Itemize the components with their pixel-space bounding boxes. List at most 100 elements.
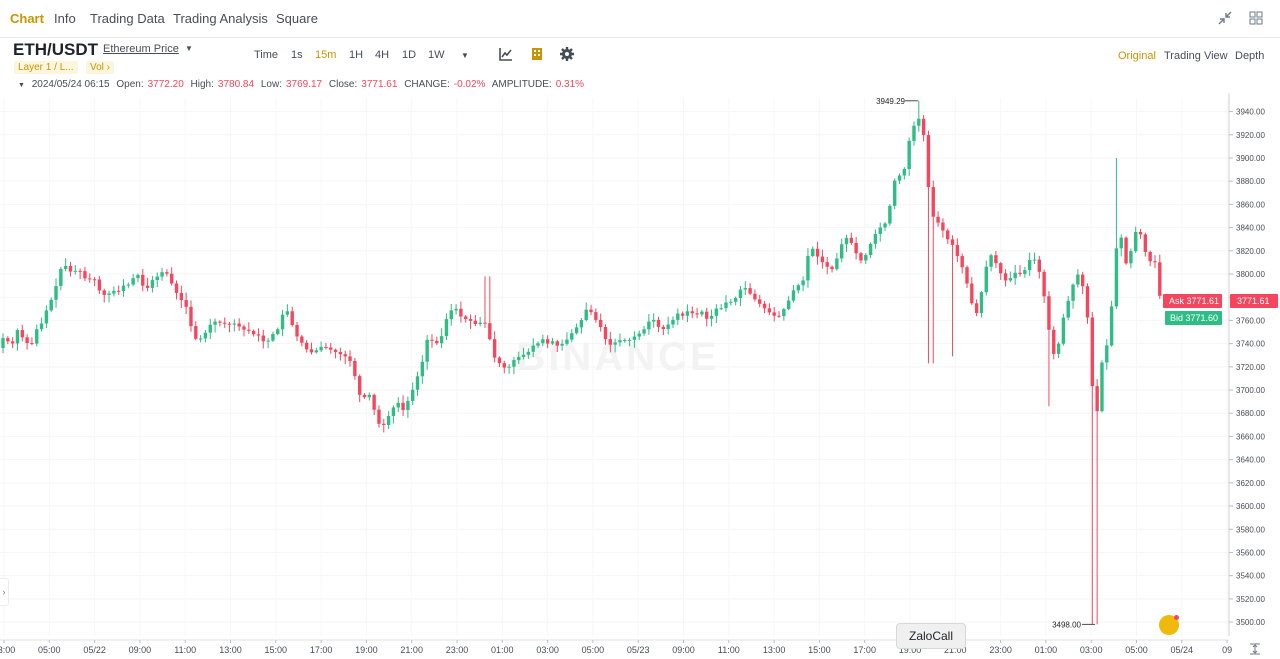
y-tick-label: 3540.00 [1236, 572, 1265, 581]
candle-body [729, 301, 733, 303]
bid-tag [1165, 311, 1222, 325]
volume-tag[interactable]: Vol › [86, 61, 115, 74]
candle-body [1037, 259, 1041, 272]
interval-1s[interactable]: 1s [291, 49, 303, 61]
gear-icon[interactable] [559, 46, 575, 62]
candle-body [550, 341, 555, 344]
candle-body [116, 290, 121, 292]
candle-body [1100, 362, 1104, 412]
interval-time[interactable]: Time [254, 49, 279, 61]
candle-body [782, 309, 786, 317]
tab-chart[interactable]: Chart [10, 11, 44, 26]
tab-square[interactable]: Square [276, 11, 318, 26]
x-tick-label: 05:00 [582, 645, 605, 655]
candle-body [955, 244, 960, 257]
interval-1h[interactable]: 1H [349, 49, 364, 61]
interval-1d[interactable]: 1D [402, 49, 417, 61]
interval-15m[interactable]: 15m [315, 49, 337, 61]
chevron-down-icon[interactable]: ▼ [185, 44, 193, 53]
candle-body [333, 349, 338, 352]
candle-body [603, 327, 608, 340]
candle-body [280, 314, 285, 330]
ohlc-toggle-icon[interactable]: ▼ [18, 82, 25, 89]
candle-body [950, 239, 955, 245]
candle-body [406, 400, 410, 411]
grid-icon[interactable] [1248, 10, 1264, 26]
candle-body [497, 357, 502, 364]
y-tick-label: 3680.00 [1236, 409, 1265, 418]
collapse-icon[interactable] [1217, 10, 1233, 26]
x-tick-label: 21:00 [400, 645, 423, 655]
candle-body [213, 321, 217, 325]
y-tick-label: 3800.00 [1236, 270, 1265, 279]
candle-body [839, 244, 844, 259]
x-tick-label: 01:00 [491, 645, 514, 655]
candle-body [1047, 296, 1051, 330]
candle-body [1066, 300, 1070, 318]
x-tick-label: 09:00 [129, 645, 152, 655]
candle-body [256, 334, 261, 336]
candle-body [1018, 272, 1022, 274]
pair-name-link[interactable]: Ethereum Price [103, 43, 179, 55]
candle-body [758, 299, 762, 304]
tab-info[interactable]: Info [54, 11, 76, 26]
y-tick-label: 3520.00 [1236, 595, 1265, 604]
candle-body [102, 290, 106, 295]
candle-body [10, 341, 15, 344]
candle-body [618, 340, 622, 343]
candle-body [150, 280, 155, 288]
view-original[interactable]: Original [1118, 50, 1156, 62]
y-tick-label: 3740.00 [1236, 340, 1265, 349]
candle-body [1008, 278, 1013, 281]
y-tick-label: 3720.00 [1236, 363, 1265, 372]
candle-body [59, 268, 63, 287]
candle-body [594, 312, 598, 320]
candle-body [121, 285, 126, 292]
interval-4h[interactable]: 4H [375, 49, 390, 61]
candle-body [912, 125, 916, 141]
candle-body [242, 326, 246, 330]
interval-more-chevron-down-icon[interactable]: ▼ [461, 51, 469, 60]
ask-tag [1163, 294, 1222, 308]
candle-body [960, 256, 964, 268]
candle-body [791, 290, 796, 301]
x-tick-label: 09:00 [672, 645, 695, 655]
x-tick-label: 11:00 [718, 645, 740, 655]
price-tags: Ask 3771.61 Bid 3771.60 3771.61 [1163, 294, 1278, 325]
y-tick-label: 3860.00 [1236, 200, 1265, 209]
candle-body [357, 376, 362, 395]
view-trading-view[interactable]: Trading View [1164, 50, 1228, 62]
candle-body [878, 227, 882, 234]
category-tag[interactable]: Layer 1 / L... [14, 61, 78, 74]
low-label: Low: [260, 79, 282, 90]
zalocall-badge[interactable]: ZaloCall [896, 623, 966, 649]
tab-trading-analysis[interactable]: Trading Analysis [173, 11, 268, 26]
candle-body [251, 330, 256, 335]
candle-body [864, 254, 868, 261]
pair-symbol: ETH/USDT [13, 40, 98, 59]
line-chart-icon[interactable] [498, 46, 514, 62]
chevron-right-icon[interactable]: › [0, 578, 9, 606]
time-axis: 03:00 05:00 05/22 09:00 11:00 13:00 15:00 17:00… [0, 639, 1232, 655]
candle-body [170, 273, 174, 284]
view-depth[interactable]: Depth [1235, 50, 1265, 62]
candle-body [584, 309, 588, 321]
y-tick-label: 3620.00 [1236, 479, 1265, 488]
candle-body [1138, 231, 1143, 235]
high-marker-label: 3949.29 [876, 97, 905, 106]
candle-body [796, 285, 800, 291]
x-tick-label: 19:00 [355, 645, 378, 655]
candle-body [883, 223, 887, 228]
float-action-button[interactable] [1159, 615, 1179, 635]
scale-icon[interactable] [1249, 643, 1261, 655]
candle-body [131, 278, 135, 285]
candle-body [63, 265, 68, 269]
candle-body [411, 389, 415, 401]
candle-body [1148, 251, 1152, 262]
candle-body [705, 311, 709, 319]
building-icon[interactable] [529, 46, 545, 62]
interval-1w[interactable]: 1W [428, 49, 445, 61]
tab-trading-data[interactable]: Trading Data [90, 11, 165, 26]
candle-body [680, 313, 685, 316]
